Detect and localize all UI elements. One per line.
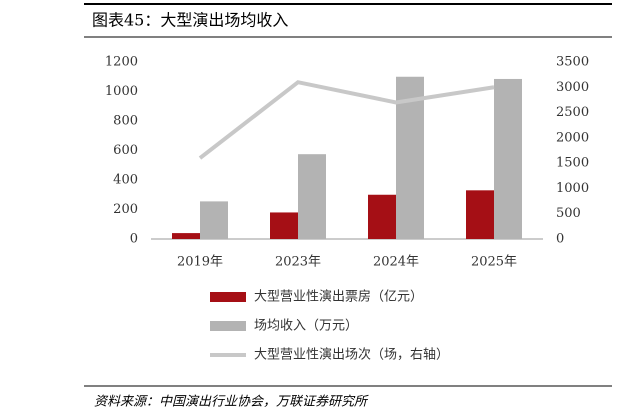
y-tick-label: 200 (113, 202, 138, 217)
x-tick-label: 2025年 (471, 255, 517, 270)
y-tick-label: 0 (130, 232, 138, 247)
x-tick-label: 2023年 (275, 255, 321, 270)
bar (368, 194, 396, 239)
y2-tick-label: 1000 (556, 181, 589, 196)
bar (466, 190, 494, 239)
legend-swatch (210, 292, 246, 302)
y-tick-label: 1000 (105, 84, 138, 99)
y-tick-label: 400 (113, 173, 138, 188)
y2-tick-label: 3500 (556, 55, 589, 70)
y2-tick-label: 2000 (556, 130, 589, 145)
x-tick-label: 2019年 (177, 255, 223, 270)
legend-swatch (210, 321, 246, 331)
y-tick-label: 1200 (105, 55, 138, 70)
y2-tick-label: 1500 (556, 156, 589, 171)
bar (494, 78, 522, 240)
bar (396, 76, 424, 239)
bar (172, 233, 200, 239)
line-series (198, 80, 495, 160)
bar (298, 154, 326, 239)
y-tick-label: 600 (113, 143, 138, 158)
y2-tick-label: 0 (556, 232, 564, 247)
y2-tick-label: 3000 (556, 80, 589, 95)
legend-label: 大型营业性演出票房（亿元） (254, 289, 423, 305)
bar (270, 212, 298, 239)
y2-tick-label: 500 (556, 206, 581, 221)
y-tick-label: 800 (113, 114, 138, 129)
y2-tick-label: 2500 (556, 105, 589, 120)
chart-title: 图表45：大型演出场均收入 (92, 11, 288, 30)
legend-label: 场均收入（万元） (254, 319, 358, 334)
x-tick-label: 2024年 (373, 255, 419, 270)
bar (200, 201, 228, 239)
source-note: 资料来源：中国演出行业协会，万联证券研究所 (94, 394, 369, 410)
legend-label: 大型营业性演出场次（场，右轴） (254, 347, 449, 363)
